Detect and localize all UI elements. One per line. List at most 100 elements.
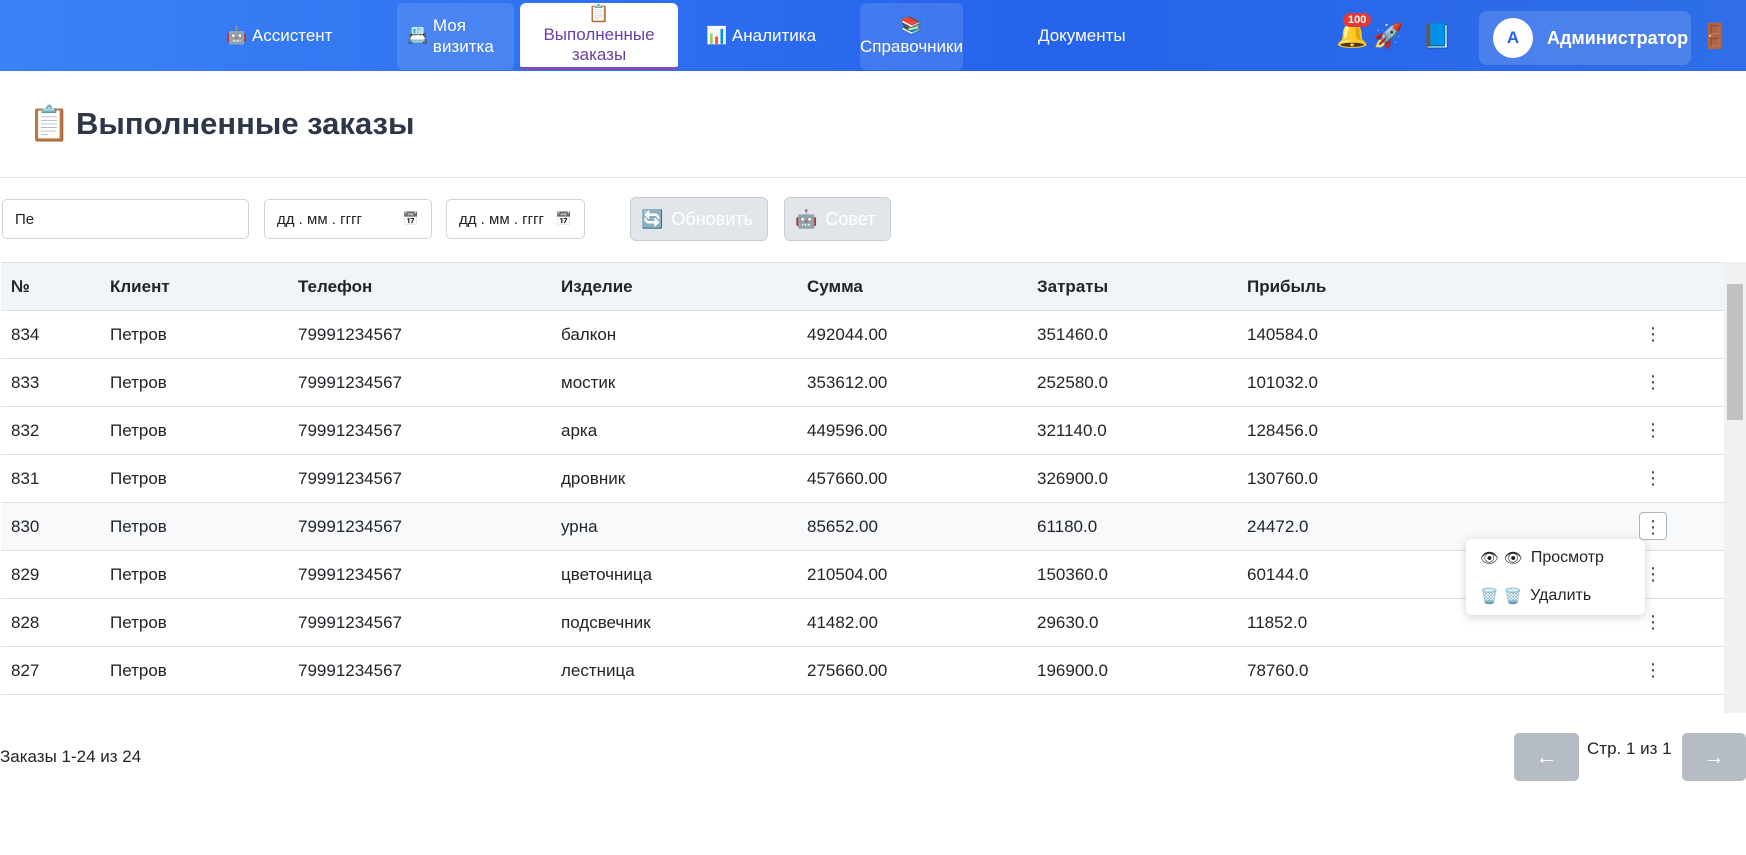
nav-label: Справочники <box>860 36 963 56</box>
table-cell: Петров <box>110 565 167 584</box>
table-cell: 833 <box>11 373 40 392</box>
nav-item[interactable]: 📊 Аналитика <box>706 3 816 70</box>
table-cell: 29630.0 <box>1037 613 1099 632</box>
date-from[interactable]: дд . мм . гггг 📅 <box>264 199 432 239</box>
rocket[interactable]: 🚀 <box>1373 22 1403 50</box>
column-header[interactable]: Затраты <box>1037 277 1109 296</box>
table-cell: дровник <box>561 469 626 488</box>
table-cell: 830 <box>11 517 40 536</box>
column-header[interactable]: Прибыль <box>1247 277 1327 296</box>
table-cell: мостик <box>561 373 616 392</box>
refresh-button[interactable]: 🔄 Обновить <box>630 197 768 241</box>
nav-label: Моя визитка <box>432 16 494 56</box>
header-icon: 📋 <box>28 104 71 144</box>
pagination-summary: Заказы 1-24 из 24 <box>0 747 142 766</box>
table-cell: 457660.00 <box>807 469 888 488</box>
row-menu-button[interactable]: ⋮ <box>1644 660 1662 680</box>
column-header[interactable]: Изделие <box>561 277 633 296</box>
table-cell: 101032.0 <box>1247 373 1318 392</box>
search-input[interactable]: Пе <box>2 199 249 239</box>
row-menu-button[interactable]: ⋮ <box>1644 372 1662 392</box>
menu-item[interactable]: 👁 👁 Просмотр <box>1480 549 1604 567</box>
calendar-icon: 📅 <box>555 211 572 227</box>
page-title: Выполненные заказы <box>76 106 415 141</box>
table-cell: 827 <box>11 661 40 680</box>
badge: 100 <box>1343 13 1372 27</box>
row-menu-button[interactable]: ⋮ <box>1644 420 1662 440</box>
table-cell: 130760.0 <box>1247 469 1318 488</box>
nav-icon: 📇 <box>407 26 429 47</box>
table-cell: Петров <box>110 373 167 392</box>
table-cell: Петров <box>110 661 167 680</box>
menu-label: Удалить <box>1530 587 1592 604</box>
table-row[interactable]: 834 Петров 79991234567 балкон 492044.00 35146… <box>1 311 1724 359</box>
table-row[interactable]: 828 Петров 79991234567 подсвечник 41482.00 29… <box>1 599 1724 647</box>
menu-label: Просмотр <box>1530 549 1604 566</box>
table-cell: 275660.00 <box>807 661 888 680</box>
table-row[interactable]: 829 Петров 79991234567 цветочница 210504.00 1… <box>1 551 1724 599</box>
nav-icon: 🤖 <box>226 26 248 47</box>
nav-label: Выполненные заказы <box>543 24 655 65</box>
user-box[interactable]: A Администратор <box>1479 11 1691 65</box>
table-cell: балкон <box>561 325 617 344</box>
logout[interactable]: 🚪 <box>1700 22 1730 50</box>
table-cell: 140584.0 <box>1247 325 1318 344</box>
table-cell: 829 <box>11 565 40 584</box>
table-cell: 210504.00 <box>807 565 888 584</box>
nav-icon: 📚 <box>900 16 923 37</box>
table-cell: цветочница <box>561 565 653 584</box>
table-cell: 79991234567 <box>298 469 403 488</box>
table-cell: арка <box>561 421 598 440</box>
row-menu-button[interactable]: ⋮ <box>1644 564 1662 584</box>
table-cell: 128456.0 <box>1247 421 1318 440</box>
user-name: Администратор <box>1547 28 1689 48</box>
scrollbar[interactable] <box>1724 262 1746 713</box>
scroll-thumb[interactable] <box>1727 284 1743 420</box>
table-cell: 196900.0 <box>1037 661 1108 680</box>
table-cell: 11852.0 <box>1247 613 1308 632</box>
table-cell: 60144.0 <box>1247 565 1309 584</box>
search-value: Пе <box>15 210 35 228</box>
table-cell: Петров <box>110 613 167 632</box>
table-row[interactable]: 833 Петров 79991234567 мостик 353612.00 25258… <box>1 359 1724 407</box>
nav-item[interactable]: 📚 Справочники <box>860 3 963 70</box>
orders-table: № Клиент Телефон Изделие Сумма Затраты Прибыль… <box>1 262 1724 714</box>
table-row[interactable]: 830 Петров 79991234567 урна 85652.00 61180.0 2… <box>1 503 1724 551</box>
table-cell: 831 <box>11 469 40 488</box>
nav-label: Документы <box>1038 26 1126 46</box>
row-menu-button[interactable]: ⋮ <box>1644 324 1662 344</box>
column-header[interactable]: № <box>11 277 30 296</box>
table-cell: 828 <box>11 613 40 632</box>
table-cell: 79991234567 <box>298 325 403 344</box>
table-cell: 79991234567 <box>298 661 403 680</box>
column-header[interactable]: Клиент <box>110 277 170 296</box>
row-menu-button[interactable]: ⋮ <box>1644 468 1662 488</box>
avatar: A <box>1493 18 1533 58</box>
date-to[interactable]: дд . мм . гггг 📅 <box>446 199 585 239</box>
prev-button[interactable]: ← <box>1514 733 1579 781</box>
column-header[interactable]: Сумма <box>807 277 863 296</box>
menu-item[interactable]: 🗑️ 🗑️ Удалить <box>1480 587 1591 605</box>
row-menu-button[interactable]: ⋮ <box>1644 612 1662 632</box>
next-button[interactable]: → <box>1682 733 1746 781</box>
table-cell: урна <box>561 517 598 536</box>
table-row[interactable]: 827 Петров 79991234567 лестница 275660.00 196… <box>1 647 1724 695</box>
nav-item[interactable]: Документы <box>1038 3 1126 70</box>
nav-item[interactable]: 📇 Моя визитка <box>397 3 514 70</box>
column-header[interactable]: Телефон <box>298 277 373 296</box>
table-cell: 41482.00 <box>807 613 878 632</box>
table-cell: 834 <box>11 325 40 344</box>
nav-label: Ассистент <box>251 26 333 46</box>
nav-item[interactable]: 🤖 Ассистент <box>226 3 332 70</box>
book[interactable]: 📘 <box>1422 22 1452 50</box>
table-row[interactable]: 832 Петров 79991234567 арка 449596.00 321140.… <box>1 407 1724 455</box>
table-row[interactable]: 831 Петров 79991234567 дровник 457660.00 3269… <box>1 455 1724 503</box>
nav-item-active[interactable]: 📋 Выполненные заказы <box>520 3 678 70</box>
divider <box>0 177 1746 178</box>
table-cell: 252580.0 <box>1037 373 1108 392</box>
row-menu-button[interactable]: ⋮ <box>1639 512 1667 540</box>
calendar-icon: 📅 <box>402 211 419 227</box>
advice-button[interactable]: 🤖 Совет <box>784 197 891 241</box>
